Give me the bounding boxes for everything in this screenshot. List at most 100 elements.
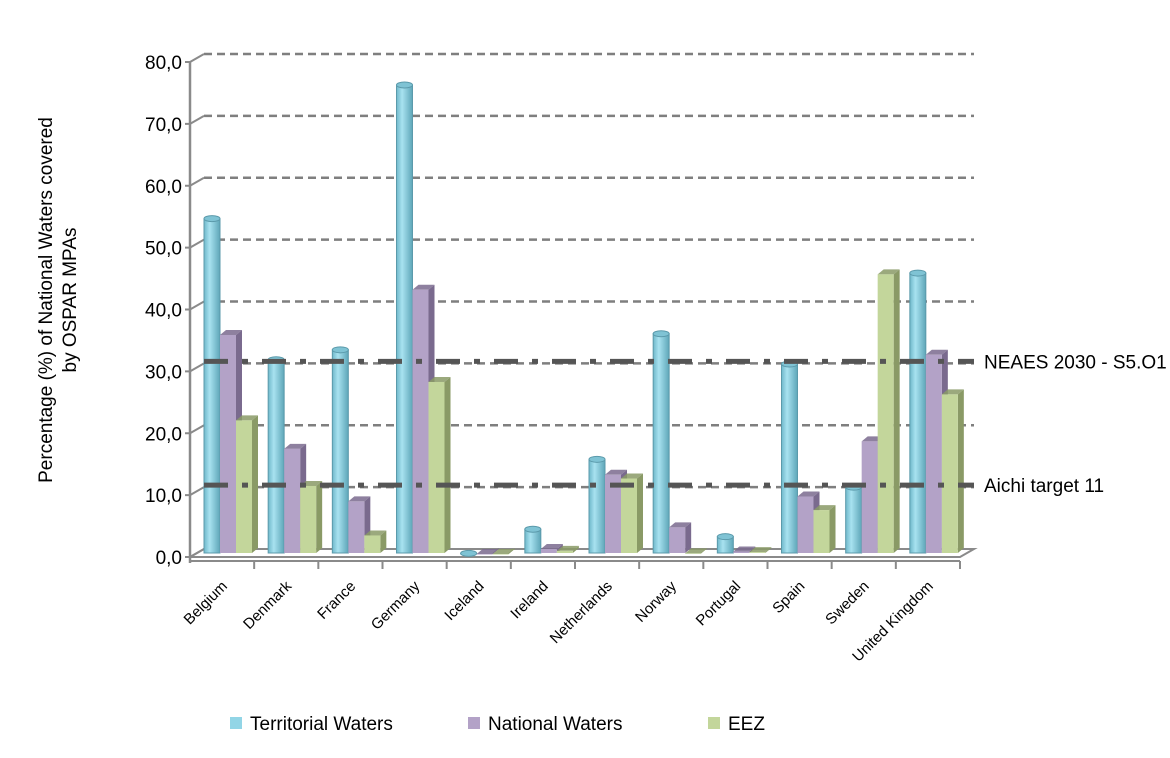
bar-top	[716, 533, 734, 541]
reference-line-label: NEAES 2030 - S5.O1	[984, 352, 1167, 373]
bar-top	[925, 349, 948, 355]
bar-top	[652, 330, 670, 338]
x-tick-label: Denmark	[240, 577, 295, 632]
bar-face	[845, 486, 863, 554]
reference-lines: NEAES 2030 - S5.O1 Aichi target 11	[204, 352, 1167, 497]
legend-swatch	[230, 717, 242, 729]
x-tick-labels: Belgium Denmark France Germany Iceland Irelan…	[181, 577, 937, 665]
bar-face	[428, 381, 445, 553]
bar-top	[203, 215, 221, 223]
bar-united-kingdom-eez	[941, 389, 964, 553]
bar-face	[412, 289, 429, 553]
gridline-diagonal	[189, 300, 205, 311]
bar-face	[669, 527, 686, 553]
x-tick-label: Netherlands	[547, 578, 616, 647]
x-tick-label: France	[314, 578, 359, 623]
y-tick-label: 40,0	[145, 301, 182, 322]
bar-side	[380, 530, 387, 553]
bar-side	[765, 547, 772, 553]
bar-face	[364, 535, 381, 553]
y-tick-label: 30,0	[145, 362, 182, 383]
bar-top	[588, 455, 606, 463]
x-tick-label: Belgium	[181, 578, 231, 628]
bar-top	[492, 549, 515, 554]
legend-label: Territorial Waters	[250, 714, 393, 735]
bar-sweden-territorial-waters	[845, 483, 863, 554]
y-tick-label: 0,0	[156, 548, 182, 569]
bar-ireland-eez	[556, 545, 579, 553]
bar-side	[893, 269, 900, 553]
bar-ireland-territorial-waters	[524, 525, 542, 554]
bar-face	[588, 458, 606, 554]
gridline-diagonal	[189, 53, 205, 63]
gridline-diagonal	[189, 362, 205, 373]
x-tick-label: Ireland	[507, 578, 551, 622]
bar-top	[797, 491, 820, 497]
bar-face	[749, 552, 766, 553]
y-tick-labels: 0,0 10,0 20,0 30,0 40,0 50,0 60,0 70,0 80,0	[145, 53, 182, 569]
bar-face	[941, 394, 958, 553]
bar-face	[781, 363, 798, 554]
bar-top	[556, 545, 579, 551]
x-tick-label: Portugal	[693, 578, 745, 630]
floor	[186, 548, 978, 558]
y-tick-label: 50,0	[145, 239, 182, 260]
bar-iceland-eez	[492, 548, 515, 555]
bar-face	[861, 441, 878, 553]
x-tick-label: Iceland	[441, 578, 487, 624]
bar-iceland-national-waters	[476, 548, 499, 555]
bar-side	[829, 505, 836, 553]
bar-face	[540, 549, 557, 553]
bar-portugal-eez	[749, 547, 772, 553]
bar-face	[877, 274, 894, 553]
bar-top	[412, 284, 435, 290]
bar-side	[572, 545, 579, 553]
bar-face	[925, 354, 942, 553]
bar-face	[203, 218, 221, 554]
bar-top	[941, 389, 964, 395]
bar-belgium-territorial-waters	[203, 215, 221, 554]
bar-netherlands-territorial-waters	[588, 455, 606, 554]
legend-label: National Waters	[488, 714, 622, 735]
bar-spain-territorial-waters	[781, 360, 798, 554]
axes	[185, 61, 978, 569]
bar-france-territorial-waters	[331, 346, 349, 554]
bar-united-kingdom-territorial-waters	[909, 269, 927, 554]
bar-top	[428, 376, 451, 382]
bar-top	[540, 544, 563, 550]
bar-sweden-eez	[877, 269, 900, 553]
y-axis-label-line2: by OSPAR MPAs	[60, 228, 81, 373]
legend: Territorial Waters National Waters EEZ	[230, 714, 765, 735]
y-tick-label: 20,0	[145, 424, 182, 445]
x-tick-label: Norway	[632, 577, 680, 625]
gridline-diagonal	[189, 238, 205, 249]
bar-norway-national-waters	[669, 522, 692, 553]
bar-face	[492, 554, 509, 555]
bar-side	[316, 480, 323, 553]
bar-spain-eez	[813, 505, 836, 553]
legend-swatch	[468, 717, 480, 729]
legend-label: EEZ	[728, 714, 765, 735]
x-tick-label: Spain	[769, 578, 808, 617]
bar-face	[220, 334, 236, 553]
bar-face	[348, 501, 365, 553]
bar-face	[331, 349, 349, 554]
bar-face	[797, 496, 814, 553]
bar-top	[669, 522, 692, 528]
gridline-diagonal	[189, 486, 205, 496]
bars	[203, 81, 964, 557]
bar-top	[220, 329, 242, 335]
gridline-diagonal	[189, 115, 205, 125]
bar-top	[733, 546, 756, 552]
bar-top	[476, 549, 499, 554]
bar-top	[877, 269, 900, 275]
y-tick-label: 60,0	[145, 177, 182, 198]
y-tick-label: 10,0	[145, 486, 182, 507]
legend-swatch	[708, 717, 720, 729]
bar-face	[556, 550, 573, 553]
y-tick-label: 80,0	[145, 53, 182, 74]
bar-face	[621, 478, 637, 553]
bar-denmark-territorial-waters	[267, 356, 285, 554]
bar-denmark-eez	[300, 480, 323, 553]
